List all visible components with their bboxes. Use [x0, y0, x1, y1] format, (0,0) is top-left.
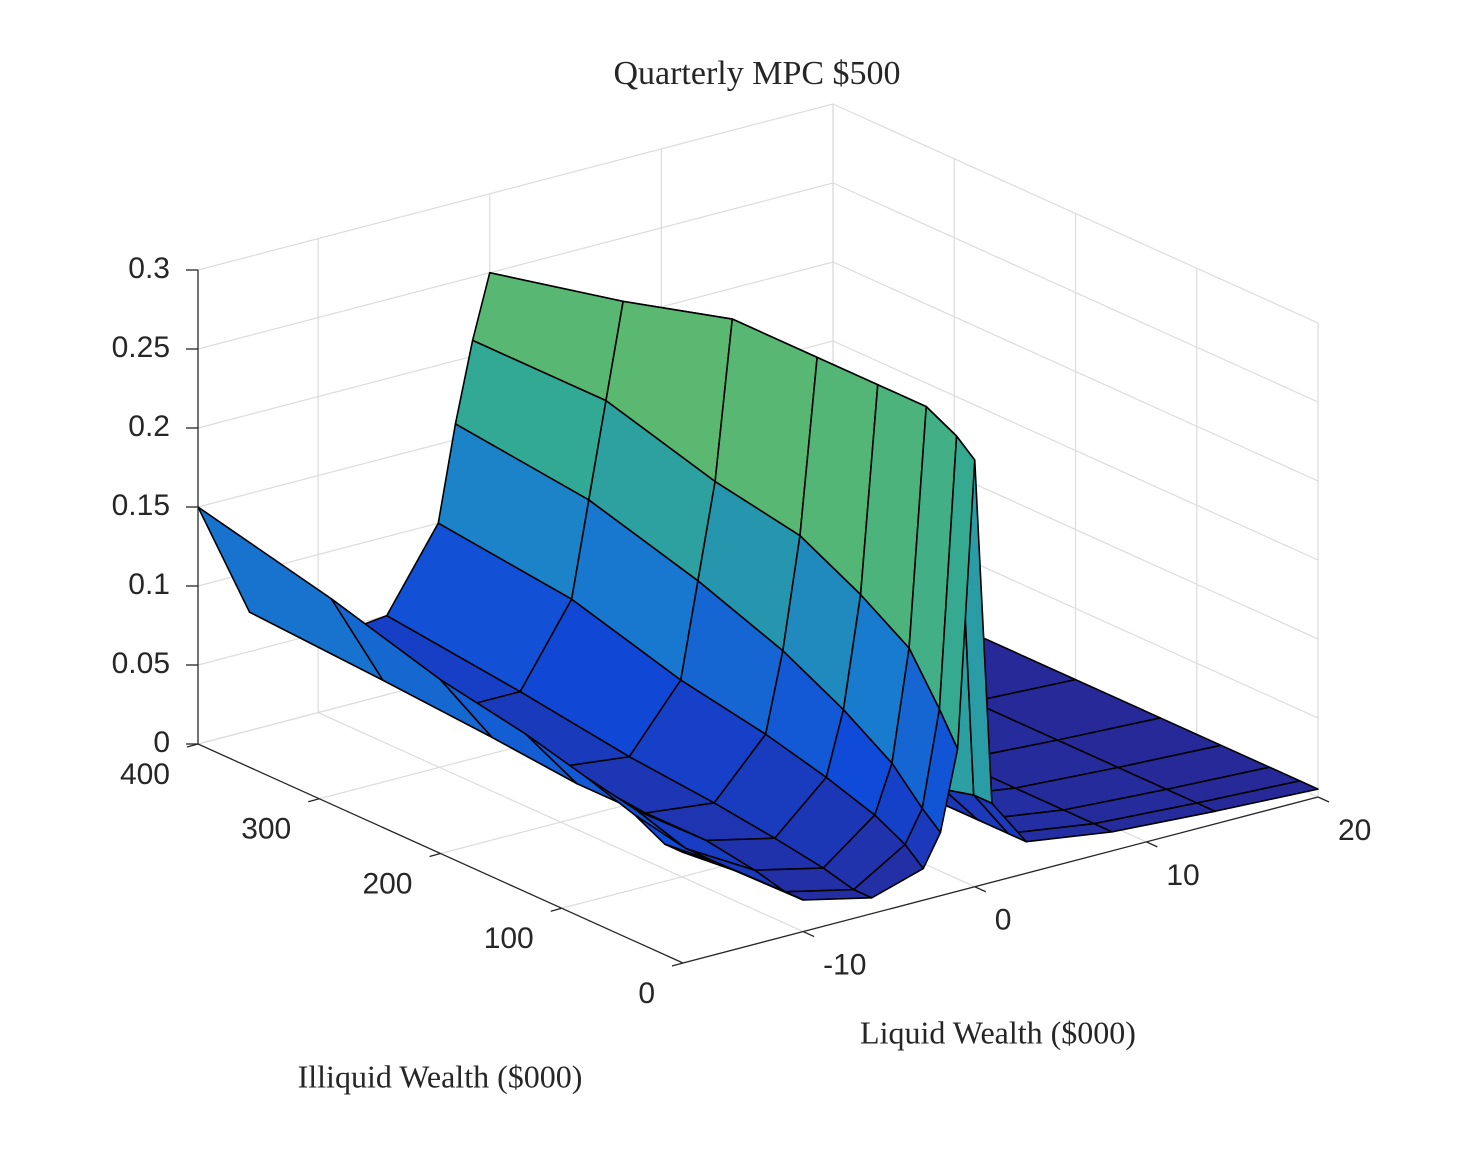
tick-mark [974, 886, 987, 893]
y-tick-label: 400 [120, 758, 170, 791]
z-tick-label: 0.15 [112, 489, 170, 522]
x-axis-label: Liquid Wealth ($000) [860, 1014, 1136, 1050]
axes: 0 0.05 0.1 0.15 0.2 0.25 0.3 0 100 200 300 400 -10 0 1… [112, 252, 1372, 1010]
chart-title: Quarterly MPC $500 [613, 55, 900, 92]
y-tick-label: 100 [484, 922, 534, 955]
x-axis [682, 796, 1319, 964]
z-tick-label: 0.1 [128, 568, 170, 601]
y-axis-label: Illiquid Wealth ($000) [298, 1058, 583, 1094]
tick-mark [1317, 796, 1330, 803]
grid-line [832, 182, 1319, 403]
y-tick-label: 200 [362, 867, 412, 900]
y-tick-label: 300 [241, 813, 291, 846]
tick-mark [186, 743, 199, 748]
surface-patch [664, 843, 736, 872]
tick-mark [550, 907, 562, 912]
grid-line [832, 261, 1319, 482]
z-tick-label: 0.05 [112, 647, 170, 680]
tick-mark [429, 852, 441, 858]
tick-mark [1146, 841, 1158, 848]
grid-line [832, 103, 1319, 324]
tick-mark [308, 798, 320, 803]
tick-mark [671, 962, 684, 967]
z-tick-label: 0.3 [128, 252, 170, 285]
z-tick-label: 0.25 [112, 331, 170, 364]
x-tick-label: -10 [823, 949, 866, 982]
y-tick-label: 0 [638, 977, 655, 1010]
z-tick-label: 0 [153, 726, 170, 759]
x-tick-label: 10 [1166, 859, 1199, 892]
z-tick-label: 0.2 [128, 410, 170, 443]
x-tick-label: 0 [995, 904, 1012, 937]
x-tick-label: 20 [1338, 814, 1371, 847]
surface [197, 271, 1319, 901]
tick-mark [802, 931, 815, 938]
grid-line [197, 103, 834, 271]
grid-line [832, 340, 1319, 561]
grid-line [197, 182, 834, 350]
